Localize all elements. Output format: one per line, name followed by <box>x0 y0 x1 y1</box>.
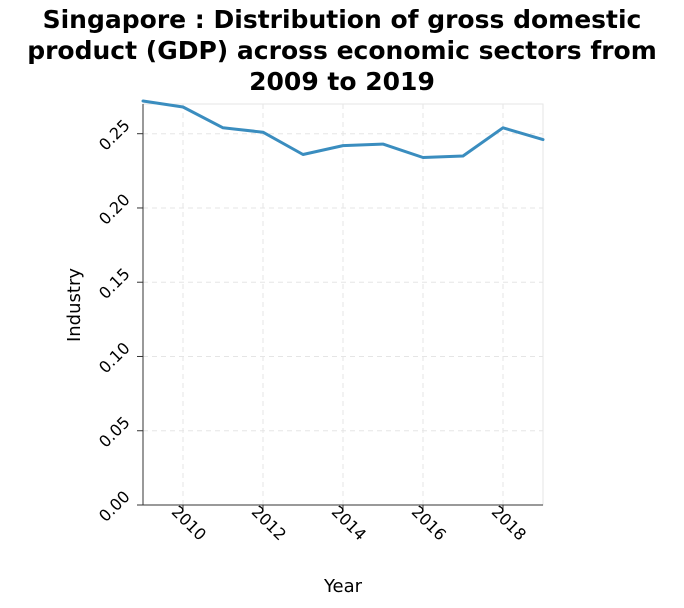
y-axis: 0.00 0.05 0.10 0.15 0.20 0.25 <box>95 104 144 526</box>
x-tick-label-2: 2014 <box>328 502 370 544</box>
x-axis-title: Year <box>323 576 363 597</box>
chart-title-line-2: product (GDP) across economic sectors fr… <box>27 36 657 65</box>
x-tick-label-0: 2010 <box>168 502 210 544</box>
chart-title-line-1: Singapore : Distribution of gross domest… <box>42 5 642 34</box>
x-tick-label-4: 2018 <box>488 502 530 544</box>
y-tick-label-1: 0.05 <box>95 413 134 452</box>
y-tick-label-5: 0.25 <box>95 116 134 155</box>
x-axis: 2010 2012 2014 2016 2018 <box>143 502 543 544</box>
grid-lines <box>143 104 543 505</box>
chart-title-line-3: 2009 to 2019 <box>249 67 435 96</box>
y-tick-label-0: 0.00 <box>95 487 134 526</box>
x-tick-label-1: 2012 <box>248 502 290 544</box>
y-axis-title: Industry <box>64 268 85 342</box>
y-tick-label-2: 0.10 <box>95 338 134 377</box>
series-layer <box>141 99 545 159</box>
chart-title: Singapore : Distribution of gross domest… <box>0 4 684 97</box>
y-tick-label-4: 0.20 <box>95 190 134 229</box>
x-tick-label-3: 2016 <box>408 502 450 544</box>
y-tick-label-3: 0.15 <box>95 264 134 303</box>
